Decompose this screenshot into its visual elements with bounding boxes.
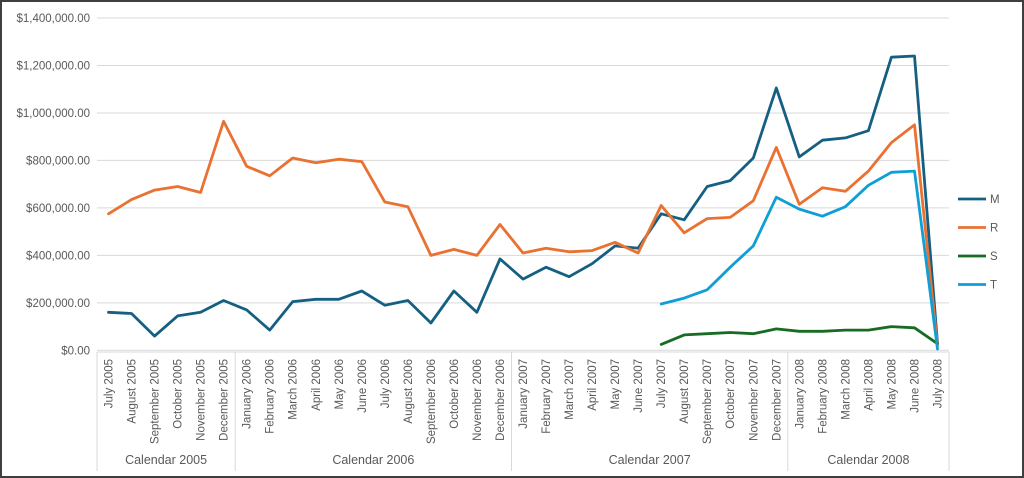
x-axis-month-label: February 2008 bbox=[817, 359, 829, 434]
series-line-S bbox=[659, 325, 939, 346]
x-axis-month-label: September 2007 bbox=[702, 359, 714, 444]
series-line-T bbox=[659, 169, 939, 351]
y-axis-tick-label: $1,400,000.00 bbox=[16, 13, 90, 25]
x-axis-month-label: March 2008 bbox=[840, 359, 852, 420]
x-axis-month-label: July 2005 bbox=[104, 359, 116, 408]
x-axis-month-label: April 2007 bbox=[587, 359, 599, 411]
x-axis-month-label: May 2006 bbox=[334, 359, 346, 410]
x-axis-month-label: May 2008 bbox=[886, 359, 898, 410]
x-axis-month-label: July 2007 bbox=[656, 359, 668, 408]
x-axis-month-label: March 2007 bbox=[564, 359, 576, 420]
series-line-M bbox=[107, 54, 939, 345]
x-axis-month-label: December 2006 bbox=[495, 359, 507, 441]
x-axis-month-label: December 2005 bbox=[219, 359, 231, 441]
y-axis-tick-label: $800,000.00 bbox=[26, 155, 90, 167]
x-axis-month-label: September 2006 bbox=[426, 359, 438, 444]
x-axis-month-label: January 2007 bbox=[518, 359, 530, 429]
y-axis-tick-label: $600,000.00 bbox=[26, 203, 90, 215]
x-axis-month-label: November 2005 bbox=[196, 359, 208, 441]
y-axis-tick-label: $0.00 bbox=[61, 345, 90, 357]
x-axis-month-label: November 2007 bbox=[748, 359, 760, 441]
x-axis-month-label: February 2006 bbox=[265, 359, 277, 434]
x-axis-month-label: August 2006 bbox=[403, 359, 415, 424]
x-axis-month-label: November 2006 bbox=[472, 359, 484, 441]
y-axis-tick-label: $200,000.00 bbox=[26, 298, 90, 310]
x-axis-month-label: July 2008 bbox=[932, 359, 944, 408]
x-axis-month-label: May 2007 bbox=[610, 359, 622, 410]
x-axis-group-label: Calendar 2008 bbox=[827, 453, 909, 467]
x-axis-month-label: August 2005 bbox=[127, 359, 139, 424]
legend-label-S: S bbox=[990, 251, 998, 263]
legend-label-T: T bbox=[990, 280, 997, 292]
x-axis-month-label: March 2006 bbox=[288, 359, 300, 420]
legend-label-R: R bbox=[990, 223, 998, 235]
x-axis-month-label: October 2007 bbox=[725, 359, 737, 429]
x-axis-group-label: Calendar 2007 bbox=[609, 453, 691, 467]
x-axis-month-label: January 2008 bbox=[794, 359, 806, 429]
x-axis-month-label: April 2008 bbox=[863, 359, 875, 411]
x-axis-month-label: July 2006 bbox=[380, 359, 392, 408]
x-axis-group-label: Calendar 2005 bbox=[125, 453, 207, 467]
x-axis-month-label: June 2006 bbox=[357, 359, 369, 413]
x-axis-month-label: January 2006 bbox=[242, 359, 254, 429]
x-axis-month-label: October 2005 bbox=[173, 359, 185, 429]
x-axis-group-label: Calendar 2006 bbox=[332, 453, 414, 467]
series-line-R bbox=[107, 119, 939, 348]
x-axis-month-label: October 2006 bbox=[449, 359, 461, 429]
y-axis-tick-label: $400,000.00 bbox=[26, 250, 90, 262]
x-axis-month-label: August 2007 bbox=[679, 359, 691, 424]
x-axis-month-label: September 2005 bbox=[150, 359, 162, 444]
y-axis-tick-label: $1,200,000.00 bbox=[16, 60, 90, 72]
x-axis-month-label: April 2006 bbox=[311, 359, 323, 411]
x-axis-month-label: June 2007 bbox=[633, 359, 645, 413]
x-axis-month-label: June 2008 bbox=[909, 359, 921, 413]
y-axis-tick-label: $1,000,000.00 bbox=[16, 108, 90, 120]
x-axis-month-label: February 2007 bbox=[541, 359, 553, 434]
x-axis-month-label: December 2007 bbox=[771, 359, 783, 441]
legend-label-M: M bbox=[990, 194, 1000, 206]
